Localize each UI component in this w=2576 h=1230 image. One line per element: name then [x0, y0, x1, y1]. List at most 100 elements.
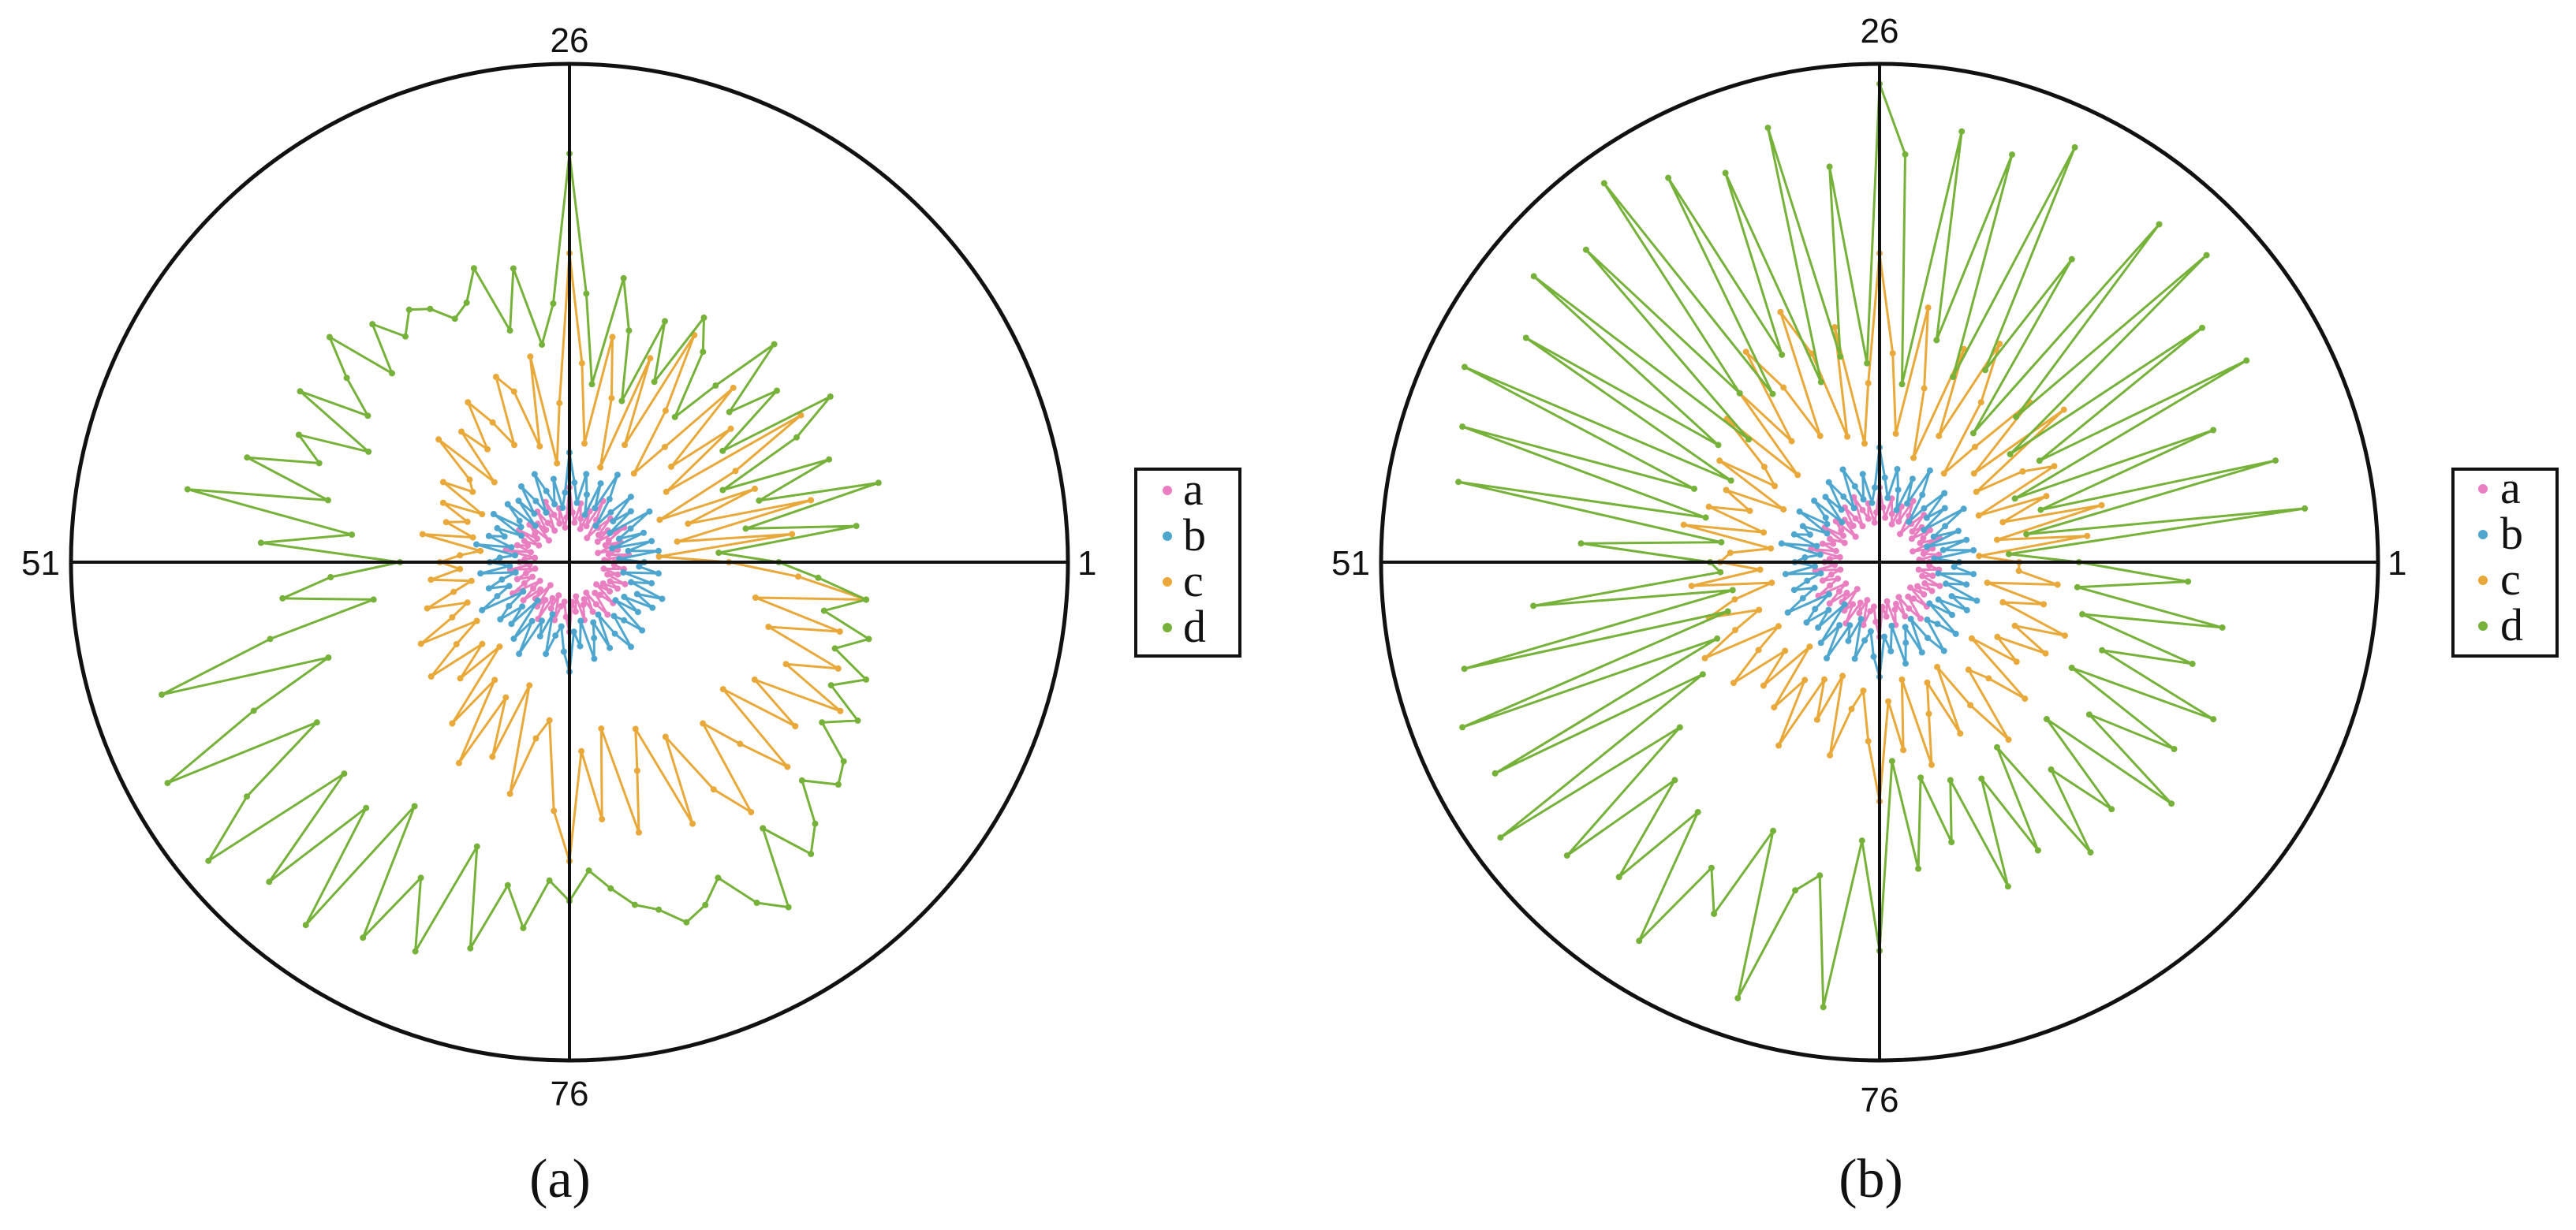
- panel-b-series-c-point-88: [1985, 675, 1992, 682]
- panel-a-series-b-point-70: [536, 633, 543, 639]
- panel-b-legend-label-c: c: [2500, 554, 2521, 605]
- panel-b-legend-marker-a: [2478, 484, 2488, 494]
- panel-a-series-b-point-64: [508, 621, 515, 628]
- panel-b-series-b-point-79: [1888, 622, 1895, 629]
- panel-a-series-b-point-74: [558, 623, 565, 630]
- panel-b-series-a-point-11: [1908, 535, 1915, 542]
- panel-a-series-c-point-47: [469, 534, 476, 541]
- panel-a-series-d-point-87: [808, 851, 815, 858]
- panel-a-series-d-point-54: [370, 596, 377, 603]
- panel-b-series-a-point-60: [1842, 580, 1850, 587]
- panel-a-series-c-point-36: [484, 445, 491, 453]
- panel-b-series-d-point-74: [1820, 1004, 1827, 1011]
- panel-a-series-a-point-58: [521, 580, 528, 587]
- panel-a-series-b-point-68: [516, 650, 523, 658]
- panel-b-series-d-point-50: [1577, 540, 1585, 547]
- panel-a-series-c-point-97: [836, 628, 843, 635]
- panel-a-series-c-point-16: [630, 470, 637, 477]
- panel-b-series-c-line: [1682, 252, 2104, 803]
- panel-a-series-c-point-11: [663, 488, 670, 495]
- panel-b-series-d-point-25: [1902, 151, 1909, 158]
- panel-b-series-a-point-97: [1929, 572, 1936, 580]
- panel-a-series-d-point-34: [427, 305, 434, 312]
- panel-a-series-c-point-66: [449, 720, 456, 727]
- panel-b-series-b-point-4: [1939, 546, 1947, 554]
- panel-a-series-c-point-38: [491, 479, 498, 486]
- panel-b-series-c-point-100: [2015, 568, 2022, 575]
- panel-b-series-a-point-40: [1838, 527, 1845, 534]
- panel-b-series-c-point-75: [1865, 738, 1872, 745]
- panel-a-series-c-point-89: [784, 763, 791, 770]
- panel-b-series-d-point-23: [1958, 128, 1966, 135]
- panel-a-series-a-point-28: [562, 524, 569, 531]
- panel-a-series-d-point-79: [631, 901, 638, 908]
- panel-b-series-b-point-81: [1902, 639, 1910, 647]
- panel-a-series-d-point-45: [315, 460, 323, 467]
- panel-a-series-b-point-88: [621, 617, 628, 624]
- panel-b-series-b-point-38: [1839, 519, 1846, 526]
- panel-b-series-b-point-30: [1860, 496, 1867, 503]
- panel-a-series-c-point-92: [751, 676, 758, 683]
- panel-b-series-a-point-54: [1837, 566, 1844, 573]
- panel-b-series-c-point-46: [1705, 503, 1712, 510]
- panel-b-series-a-point-31: [1859, 506, 1866, 513]
- panel-a-series-d-point-59: [164, 780, 171, 787]
- panel-b-series-b-point-75: [1870, 653, 1877, 660]
- panel-a-series-b-point-28: [559, 505, 566, 511]
- panel-b-series-d-point-41: [1715, 442, 1722, 449]
- panel-b-series-c-point-82: [1924, 679, 1931, 686]
- panel-b-series-a-point-92: [1914, 583, 1921, 590]
- panel-a-series-a-point-62: [520, 597, 527, 604]
- panel-b-series-a-point-88: [1910, 595, 1917, 602]
- panel-b-series-d-point-56: [1724, 608, 1731, 615]
- panel-b-series-c-point-97: [2040, 601, 2048, 608]
- panel-a-series-c-point-34: [489, 419, 496, 426]
- panel-a-series-b-point-20: [597, 480, 604, 487]
- panel-a-series-c-point-77: [578, 747, 585, 755]
- panel-b-series-d-point-97: [2079, 611, 2086, 617]
- panel-a-series-d-point-41: [364, 412, 371, 419]
- panel-a-series-c-point-88: [737, 740, 744, 747]
- panel-b-series-c-point-22: [1921, 385, 1928, 392]
- panel-b-series-c-point-11: [1973, 488, 1980, 495]
- panel-b-series-c-point-89: [2022, 695, 2029, 703]
- panel-b-series-b-point-15: [1921, 505, 1928, 512]
- panel-a-series-c-point-29: [527, 353, 534, 360]
- panel-a-series-d-point-38: [389, 370, 395, 377]
- panel-b-series-d-point-33: [1779, 351, 1786, 358]
- panel-b-series-a-point-6: [1910, 548, 1917, 555]
- panel-a-series-c-point-5: [808, 497, 815, 504]
- panel-b-series-c-point-30: [1844, 433, 1851, 440]
- panel-b-series-b-point-3: [1970, 546, 1977, 554]
- panel-b-series-a-point-96: [1919, 572, 1926, 580]
- panel-a-series-b-point-7: [640, 529, 647, 536]
- panel-b-series-a-point-81: [1891, 606, 1898, 613]
- panel-a-series-d-point-40: [343, 375, 350, 382]
- panel-b-series-c-point-25: [1889, 350, 1896, 357]
- panel-b-series-b-point-28: [1869, 499, 1876, 506]
- panel-b-legend-label-a: a: [2500, 462, 2521, 513]
- panel-a-series-d-point-84: [753, 900, 760, 906]
- panel-a-series-a-point-67: [542, 597, 549, 603]
- panel-b-series-d-point-37: [1736, 390, 1743, 397]
- panel-b-series-d-point-27: [1864, 360, 1871, 367]
- panel-b-series-b-point-82: [1902, 624, 1909, 631]
- panel-a-legend-label-a: a: [1183, 464, 1204, 515]
- panel-b-series-b-point-16: [1906, 518, 1913, 525]
- panel-a-series-d-point-100: [815, 574, 822, 581]
- panel-b-series-c-point-94: [2011, 622, 2018, 629]
- panel-a-series-b-point-91: [634, 609, 641, 616]
- panel-a-series-c: [417, 250, 870, 865]
- panel-b-series-a-point-73: [1867, 608, 1874, 615]
- panel-a-series-d-point-30: [506, 327, 513, 334]
- panel-a-tick-top: 26: [551, 21, 589, 60]
- panel-b-series-c-point-54: [1768, 580, 1775, 587]
- panel-b-series-b-point-56: [1790, 587, 1798, 594]
- panel-a-series-a-point-31: [551, 511, 558, 518]
- panel-a-series-b-point-9: [627, 525, 634, 532]
- panel-a-series-d-point-39: [326, 334, 333, 341]
- panel-b-series-c-point-24: [1892, 430, 1899, 437]
- panel-a-series-b-point-72: [543, 650, 550, 658]
- panel-a-series-d-point-12: [774, 387, 780, 394]
- panel-a-series-b-point-17: [606, 496, 613, 502]
